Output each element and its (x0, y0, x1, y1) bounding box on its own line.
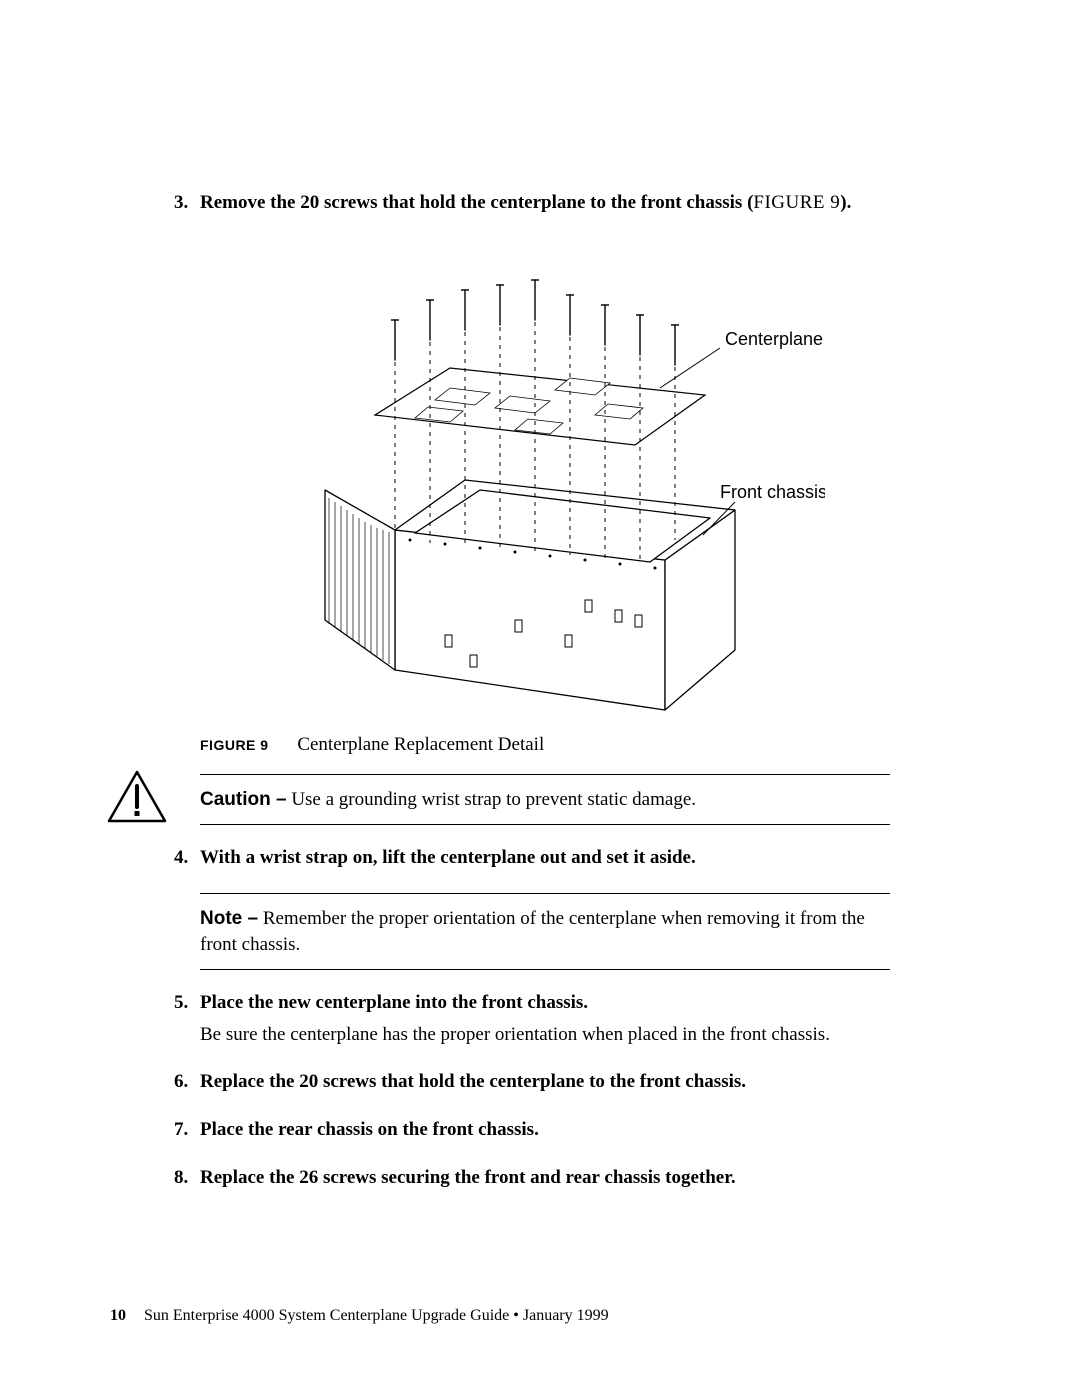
caution-icon (106, 769, 168, 825)
footer-date: January 1999 (523, 1307, 609, 1324)
caution-text: Use a grounding wrist strap to prevent s… (291, 789, 696, 810)
step-8: 8. Replace the 26 screws securing the fr… (200, 1165, 890, 1191)
step-5-text: Place the new centerplane into the front… (200, 992, 588, 1013)
figure-9-caption: FIGURE 9 Centerplane Replacement Detail (200, 734, 890, 756)
step-7: 7. Place the rear chassis on the front c… (200, 1117, 890, 1143)
step-5: 5. Place the new centerplane into the fr… (200, 990, 890, 1047)
figure-9: Centerplane Front chassis FIGURE 9 Cente… (200, 240, 890, 756)
step-3-figref: FIGURE 9 (753, 192, 840, 213)
step-5-subtext: Be sure the centerplane has the proper o… (200, 1022, 890, 1048)
note-lead: Note – (200, 908, 258, 929)
step-4: 4. With a wrist strap on, lift the cente… (200, 845, 890, 871)
step-5-number: 5. (174, 990, 188, 1016)
step-3-tail: ). (840, 192, 851, 213)
note-box: Note – Remember the proper orientation o… (200, 893, 890, 970)
step-3-number: 3. (174, 190, 188, 216)
step-6-text: Replace the 20 screws that hold the cent… (200, 1071, 746, 1092)
figure-9-caption-text: Centerplane Replacement Detail (297, 734, 544, 755)
step-8-text: Replace the 26 screws securing the front… (200, 1167, 736, 1188)
footer-title: Sun Enterprise 4000 System Centerplane U… (144, 1307, 509, 1324)
step-4-text: With a wrist strap on, lift the centerpl… (200, 847, 696, 868)
figure-9-caption-number: FIGURE 9 (200, 737, 269, 753)
step-6: 6. Replace the 20 screws that hold the c… (200, 1069, 890, 1095)
step-7-text: Place the rear chassis on the front chas… (200, 1119, 539, 1140)
step-4-number: 4. (174, 845, 188, 871)
note-text: Remember the proper orientation of the c… (200, 908, 865, 955)
page-number: 10 (110, 1307, 126, 1324)
page-footer: 10 Sun Enterprise 4000 System Centerplan… (110, 1307, 609, 1325)
step-6-number: 6. (174, 1069, 188, 1095)
step-3: 3. Remove the 20 screws that hold the ce… (200, 190, 890, 216)
step-3-text: Remove the 20 screws that hold the cente… (200, 192, 753, 213)
content-column: 3. Remove the 20 screws that hold the ce… (200, 190, 890, 1190)
figure-label-front-chassis: Front chassis (720, 482, 825, 502)
figure-label-centerplane: Centerplane (725, 329, 823, 349)
step-8-number: 8. (174, 1165, 188, 1191)
caution-lead: Caution – (200, 789, 287, 810)
step-7-number: 7. (174, 1117, 188, 1143)
footer-sep: • (509, 1307, 523, 1324)
caution-box: Caution – Use a grounding wrist strap to… (200, 774, 890, 826)
page: 3. Remove the 20 screws that hold the ce… (0, 0, 1080, 1397)
figure-9-svg: Centerplane Front chassis (265, 240, 825, 720)
